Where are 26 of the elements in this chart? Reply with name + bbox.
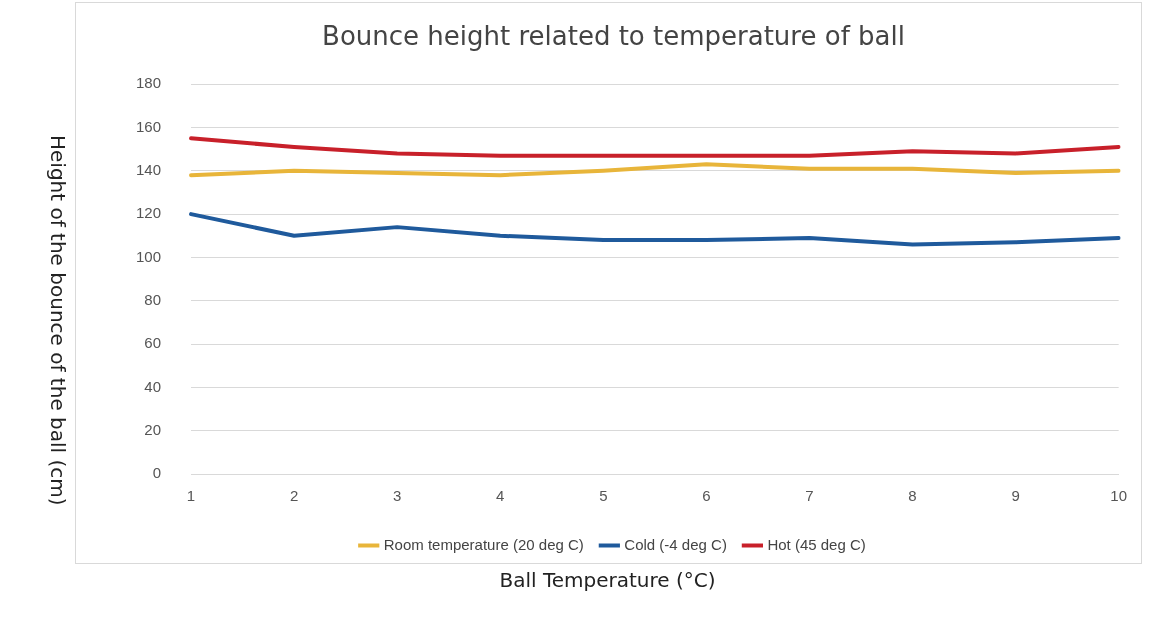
- legend-label: Hot (45 deg C): [767, 535, 866, 553]
- x-tick-label: 10: [1110, 487, 1127, 505]
- chart-title: Bounce height related to temperature of ball: [322, 21, 905, 52]
- x-tick-label: 6: [702, 487, 711, 505]
- x-tick-label: 2: [289, 487, 299, 505]
- legend-label: Cold (-4 deg C): [624, 535, 727, 553]
- x-tick-label: 1: [186, 487, 196, 505]
- x-tick-label: 4: [496, 487, 505, 505]
- y-tick-label: 40: [144, 377, 162, 395]
- y-tick-label: 60: [144, 334, 162, 352]
- y-tick-label: 20: [144, 420, 162, 438]
- y-tick-label: 80: [144, 290, 162, 308]
- y-tick-label: 180: [136, 74, 162, 92]
- x-tick-label: 5: [599, 487, 608, 505]
- y-tick-label: 100: [136, 247, 162, 265]
- x-axis-title: Ball Temperature (°C): [498, 568, 717, 592]
- x-tick-label: 3: [393, 487, 402, 505]
- y-tick-label: 160: [136, 117, 162, 135]
- x-tick-label: 9: [1011, 487, 1020, 505]
- y-tick-label: 0: [152, 464, 162, 482]
- y-tick-label: 140: [136, 160, 162, 178]
- x-tick-label: 7: [805, 487, 814, 505]
- x-tick-label: 8: [908, 487, 917, 505]
- y-tick-label: 120: [136, 204, 162, 222]
- legend-label: Room temperature (20 deg C): [383, 535, 584, 553]
- y-axis-title: Height of the bounce of the ball (cm): [46, 133, 70, 508]
